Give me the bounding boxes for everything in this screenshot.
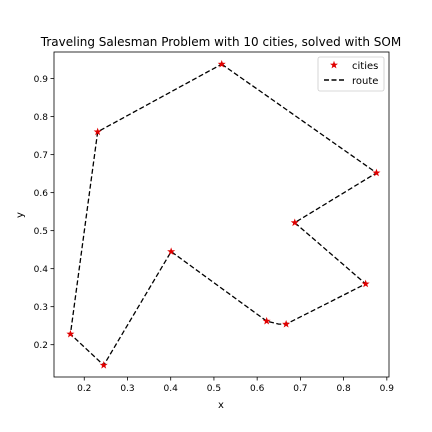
legend: cities route <box>317 56 385 92</box>
x-axis-ticks: 0.2 0.3 0.4 0.5 0.6 0.7 0.8 0.9 <box>77 377 394 394</box>
city-star-point <box>66 329 75 338</box>
y-tick-label: 0.7 <box>34 151 48 161</box>
legend-cities-label: cities <box>352 61 378 72</box>
city-star-point <box>167 247 176 255</box>
city-star-point <box>361 279 370 288</box>
plot-area: 0.2 0.3 0.4 0.5 0.6 0.7 0.8 0.9 0.2 0.3 0.4 0.5 0.6… <box>34 51 394 394</box>
y-tick-label: 0.5 <box>34 227 48 237</box>
y-tick-label: 0.9 <box>34 75 49 85</box>
x-tick-label: 0.8 <box>336 384 351 394</box>
route-line <box>69 63 378 366</box>
x-tick-label: 0.4 <box>164 384 179 394</box>
city-star-point <box>217 59 226 68</box>
city-layer <box>66 59 381 369</box>
y-tick-label: 0.4 <box>34 265 49 275</box>
y-tick-label: 0.2 <box>34 341 48 351</box>
city-star-point <box>290 218 299 227</box>
city-star-point <box>93 127 102 136</box>
axes-frame <box>53 51 390 378</box>
x-tick-label: 0.2 <box>77 384 91 394</box>
y-tick-label: 0.3 <box>34 303 48 313</box>
city-star-point <box>262 316 271 325</box>
x-tick-label: 0.7 <box>293 384 307 394</box>
legend-cities-star-icon <box>330 60 338 69</box>
x-tick-label: 0.9 <box>380 384 395 394</box>
city-star-point <box>99 361 108 369</box>
route-layer <box>69 63 378 366</box>
x-tick-label: 0.6 <box>250 384 265 394</box>
y-tick-label: 0.8 <box>34 113 49 123</box>
x-tick-label: 0.5 <box>207 384 221 394</box>
city-star-point <box>372 168 381 177</box>
x-tick-label: 0.3 <box>120 384 134 394</box>
city-star-point <box>282 319 291 328</box>
chart-title: Traveling Salesman Problem with 10 citie… <box>40 35 401 49</box>
y-tick-label: 0.6 <box>34 189 49 199</box>
x-axis-label: x <box>218 400 224 411</box>
y-axis-label: y <box>15 212 26 218</box>
y-axis-ticks: 0.2 0.3 0.4 0.5 0.6 0.7 0.8 0.9 <box>34 75 54 351</box>
legend-route-label: route <box>352 76 378 87</box>
